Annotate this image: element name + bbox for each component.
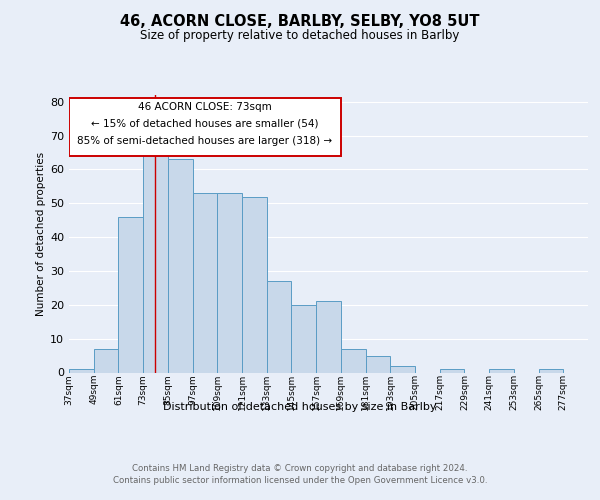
Text: 46 ACORN CLOSE: 73sqm: 46 ACORN CLOSE: 73sqm bbox=[138, 102, 272, 112]
Y-axis label: Number of detached properties: Number of detached properties bbox=[36, 152, 46, 316]
Bar bbox=[217, 193, 242, 372]
Bar bbox=[365, 356, 390, 372]
Bar bbox=[193, 193, 217, 372]
Text: Contains public sector information licensed under the Open Government Licence v3: Contains public sector information licen… bbox=[113, 476, 487, 485]
Bar bbox=[316, 302, 341, 372]
Bar bbox=[168, 160, 193, 372]
Bar bbox=[69, 369, 94, 372]
Bar bbox=[94, 349, 118, 372]
Text: 85% of semi-detached houses are larger (318) →: 85% of semi-detached houses are larger (… bbox=[77, 136, 332, 145]
Bar bbox=[539, 369, 563, 372]
Bar bbox=[440, 369, 464, 372]
Text: Contains HM Land Registry data © Crown copyright and database right 2024.: Contains HM Land Registry data © Crown c… bbox=[132, 464, 468, 473]
Bar bbox=[390, 366, 415, 372]
Bar bbox=[267, 281, 292, 372]
FancyBboxPatch shape bbox=[69, 98, 341, 156]
Text: 46, ACORN CLOSE, BARLBY, SELBY, YO8 5UT: 46, ACORN CLOSE, BARLBY, SELBY, YO8 5UT bbox=[120, 14, 480, 29]
Text: Distribution of detached houses by size in Barlby: Distribution of detached houses by size … bbox=[163, 402, 437, 412]
Bar bbox=[118, 217, 143, 372]
Bar bbox=[292, 305, 316, 372]
Bar bbox=[341, 349, 365, 372]
Bar bbox=[143, 142, 168, 372]
Bar bbox=[489, 369, 514, 372]
Text: Size of property relative to detached houses in Barlby: Size of property relative to detached ho… bbox=[140, 29, 460, 42]
Bar bbox=[242, 196, 267, 372]
Text: ← 15% of detached houses are smaller (54): ← 15% of detached houses are smaller (54… bbox=[91, 118, 319, 128]
